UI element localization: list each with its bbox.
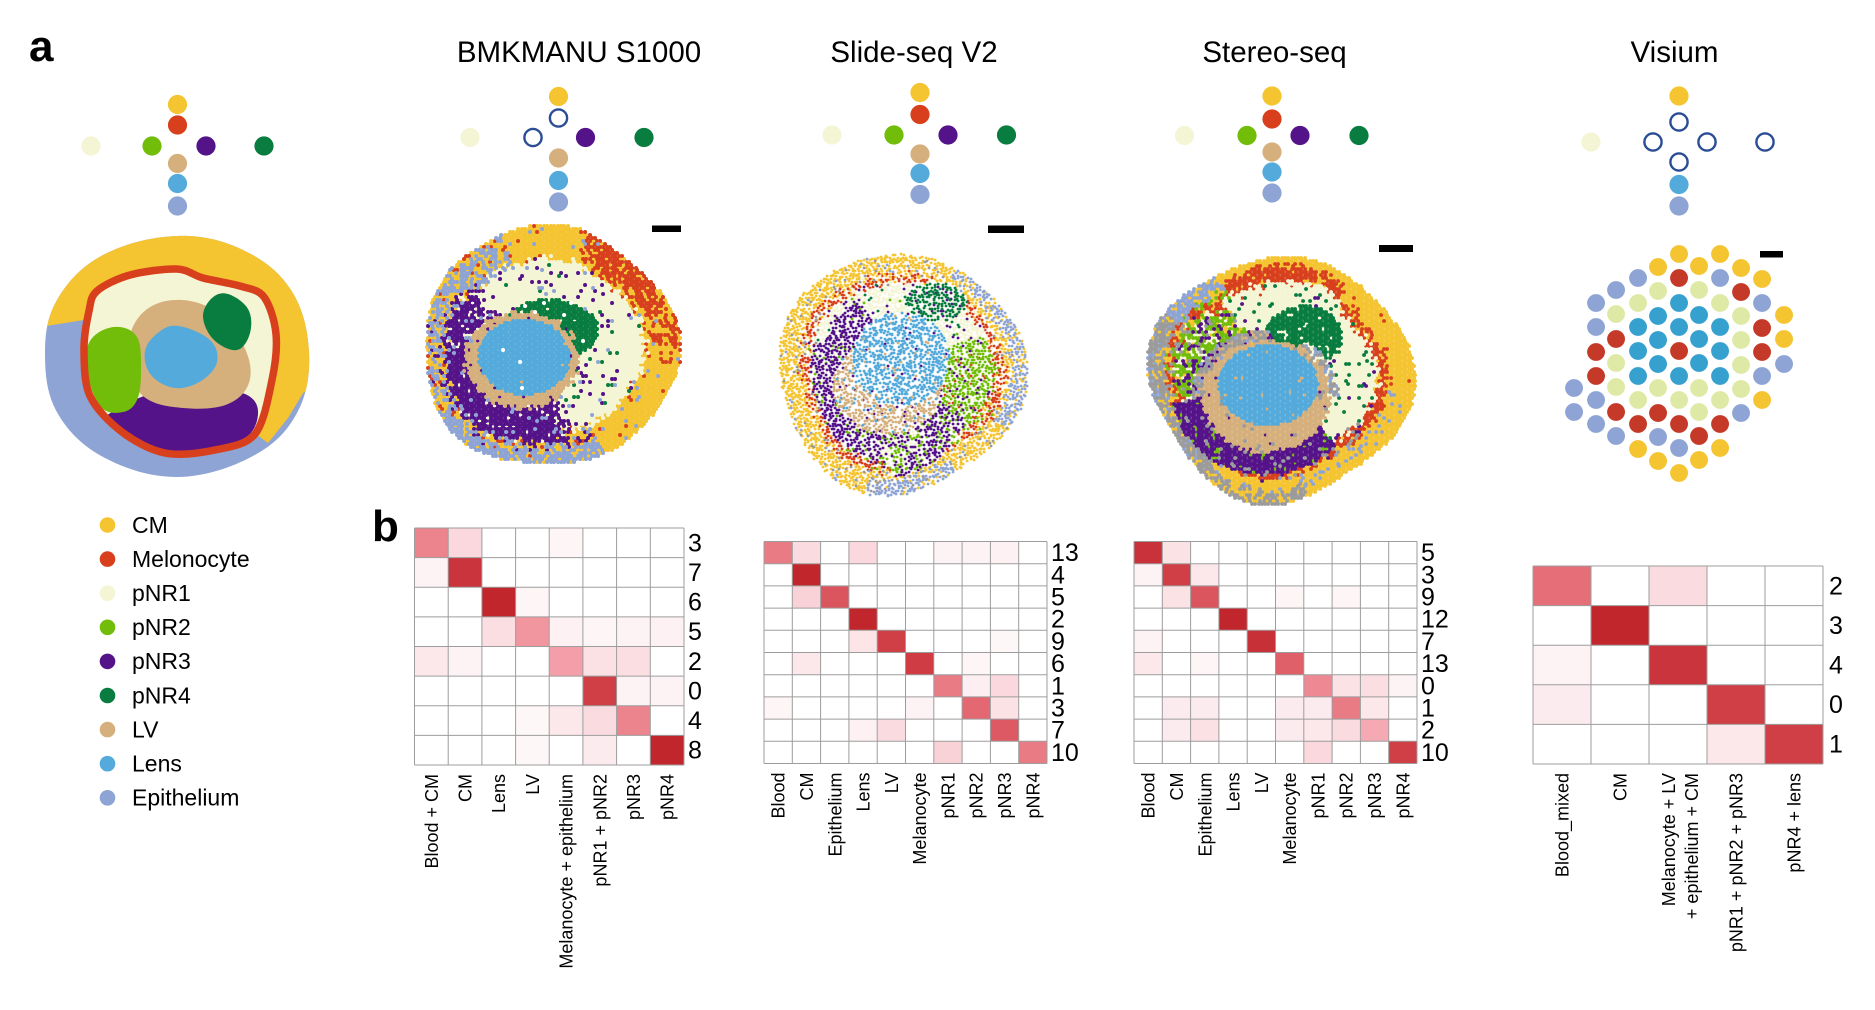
svg-text:3: 3	[1051, 695, 1065, 723]
svg-text:CM: CM	[797, 773, 817, 801]
svg-text:Visium: Visium	[1631, 36, 1719, 69]
svg-text:Melanocyte: Melanocyte	[910, 773, 930, 865]
svg-text:1: 1	[1051, 672, 1065, 700]
svg-text:Epithelium: Epithelium	[132, 785, 239, 811]
svg-text:pNR2: pNR2	[1337, 773, 1357, 819]
svg-text:9: 9	[1421, 584, 1435, 612]
svg-text:Blood: Blood	[769, 773, 789, 819]
svg-text:3: 3	[1421, 561, 1435, 589]
svg-text:Lens: Lens	[854, 773, 874, 812]
svg-text:pNR3: pNR3	[995, 773, 1015, 819]
svg-text:pNR1: pNR1	[1309, 773, 1329, 819]
svg-text:7: 7	[688, 559, 702, 587]
svg-text:LV: LV	[523, 774, 543, 795]
svg-text:4: 4	[1051, 561, 1065, 589]
svg-text:0: 0	[1421, 672, 1435, 700]
svg-text:pNR3: pNR3	[1365, 773, 1385, 819]
svg-text:Epithelium: Epithelium	[825, 773, 845, 857]
svg-text:6: 6	[1051, 650, 1065, 678]
svg-text:Blood: Blood	[1139, 773, 1159, 819]
svg-text:10: 10	[1051, 739, 1079, 767]
svg-text:10: 10	[1421, 739, 1449, 767]
svg-text:8: 8	[688, 737, 702, 765]
svg-text:5: 5	[1051, 584, 1065, 612]
svg-text:6: 6	[688, 589, 702, 617]
svg-text:5: 5	[1421, 539, 1435, 567]
svg-text:pNR1: pNR1	[939, 773, 959, 819]
svg-text:5: 5	[688, 618, 702, 646]
svg-text:Melanocyte + LV+ epithelium +: Melanocyte + LV + epithelium + CM	[1659, 773, 1702, 919]
svg-text:pNR4 + lens: pNR4 + lens	[1785, 773, 1805, 873]
svg-text:0: 0	[688, 677, 702, 705]
svg-text:pNR4: pNR4	[1393, 773, 1413, 819]
svg-text:2: 2	[1051, 606, 1065, 634]
svg-text:2: 2	[688, 648, 702, 676]
svg-text:7: 7	[1421, 628, 1435, 656]
svg-text:1: 1	[1421, 695, 1435, 723]
svg-text:LV: LV	[882, 773, 902, 794]
svg-text:LV: LV	[132, 716, 159, 742]
svg-text:Melonocyte: Melonocyte	[132, 546, 250, 572]
svg-text:LV: LV	[1252, 773, 1272, 794]
svg-text:pNR1 + pNR2 + pNR3: pNR1 + pNR2 + pNR3	[1727, 773, 1747, 952]
svg-text:13: 13	[1051, 539, 1079, 567]
svg-text:b: b	[372, 502, 399, 551]
svg-text:2: 2	[1829, 572, 1843, 600]
svg-text:pNR3: pNR3	[624, 774, 644, 820]
svg-text:4: 4	[688, 707, 702, 735]
svg-text:pNR1 + pNR2: pNR1 + pNR2	[590, 774, 610, 887]
svg-text:12: 12	[1421, 606, 1449, 634]
svg-text:Melanocyte: Melanocyte	[1280, 773, 1300, 865]
svg-text:pNR2: pNR2	[967, 773, 987, 819]
svg-text:pNR4: pNR4	[132, 682, 191, 708]
svg-text:Melanocyte + epithelium: Melanocyte + epithelium	[557, 774, 577, 969]
svg-text:Epithelium: Epithelium	[1195, 773, 1215, 857]
svg-text:0: 0	[1829, 691, 1843, 719]
svg-text:13: 13	[1421, 650, 1449, 678]
svg-text:CM: CM	[1167, 773, 1187, 801]
svg-text:Stereo-seq: Stereo-seq	[1202, 36, 1346, 69]
svg-text:4: 4	[1829, 652, 1843, 680]
svg-text:CM: CM	[132, 512, 168, 538]
svg-text:1: 1	[1829, 731, 1843, 759]
svg-text:CM: CM	[1611, 773, 1631, 801]
svg-text:7: 7	[1051, 717, 1065, 745]
svg-text:pNR2: pNR2	[132, 614, 191, 640]
svg-text:Lens: Lens	[489, 774, 509, 813]
svg-text:Lens: Lens	[1224, 773, 1244, 812]
svg-text:pNR3: pNR3	[132, 648, 191, 674]
svg-text:3: 3	[688, 529, 702, 557]
svg-text:3: 3	[1829, 612, 1843, 640]
svg-text:Blood + CM: Blood + CM	[422, 774, 442, 869]
svg-text:pNR4: pNR4	[658, 774, 678, 820]
svg-text:2: 2	[1421, 717, 1435, 745]
svg-text:BMKMANU S1000: BMKMANU S1000	[457, 36, 701, 69]
svg-text:pNR4: pNR4	[1023, 773, 1043, 819]
svg-text:CM: CM	[456, 774, 476, 802]
svg-text:a: a	[29, 22, 54, 71]
svg-text:Blood_mixed: Blood_mixed	[1553, 773, 1574, 877]
svg-text:Lens: Lens	[132, 751, 182, 777]
svg-text:9: 9	[1051, 628, 1065, 656]
svg-text:Slide-seq V2: Slide-seq V2	[830, 36, 997, 69]
svg-text:pNR1: pNR1	[132, 580, 191, 606]
